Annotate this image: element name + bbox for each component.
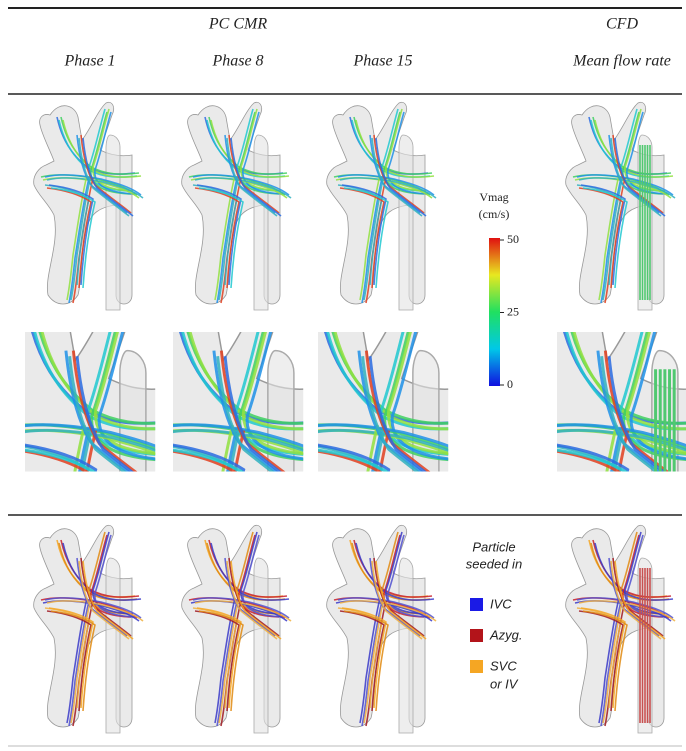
flow-panel [327, 525, 436, 733]
vessel [399, 558, 413, 733]
vessel [106, 558, 120, 733]
colorbar-tick-label: 50 [507, 232, 519, 246]
flow-panel [327, 102, 436, 310]
colorbar [489, 238, 500, 386]
column-label: Mean flow rate [572, 53, 671, 70]
group-label: CFD [606, 16, 638, 33]
flow-panel [182, 102, 291, 310]
colorbar-tick-label: 25 [507, 304, 519, 318]
legend-label: Azyg. [489, 627, 523, 642]
column-label: Phase 15 [352, 53, 412, 70]
column-label: Phase 1 [63, 53, 115, 70]
column-label: Phase 8 [211, 53, 263, 70]
vessel [106, 135, 120, 310]
flow-panel [34, 102, 143, 310]
vessel [254, 135, 268, 310]
colorbar-unit: (cm/s) [479, 207, 510, 221]
legend-swatch [470, 629, 483, 642]
colorbar-tick-label: 0 [507, 377, 513, 391]
legend-label: IVC [490, 596, 512, 611]
legend-swatch [470, 660, 483, 673]
group-label: PC CMR [208, 16, 267, 33]
flow-panel [566, 102, 675, 310]
vessel [254, 558, 268, 733]
flow-panel [34, 525, 143, 733]
legend-label: or IV [490, 676, 519, 691]
legend-swatch [470, 598, 483, 611]
flow-panel [182, 525, 291, 733]
legend-label: SVC [490, 658, 517, 673]
legend-title: Particle [472, 539, 515, 554]
colorbar-title: Vmag [479, 190, 508, 204]
vessel [399, 135, 413, 310]
figure: PC CMR CFD Phase 1 Phase 8 Phase 15 Mean… [0, 0, 686, 751]
flow-panel [566, 525, 675, 733]
legend-title: seeded in [466, 556, 522, 571]
